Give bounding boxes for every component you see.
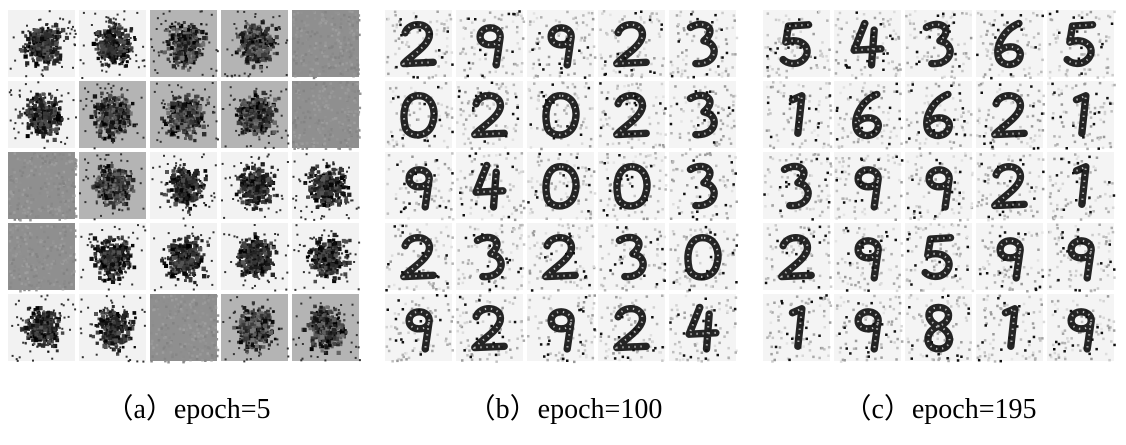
sample-tile-2-2-2 (905, 152, 974, 222)
sample-tile-0-3-4 (292, 223, 361, 291)
sample-tile-1-1-1 (456, 81, 523, 150)
sample-tile-2-4-1 (834, 294, 904, 363)
sample-tile-1-2-1 (456, 152, 526, 222)
sample-tile-1-4-1 (456, 294, 526, 363)
sample-tile-1-2-2 (527, 152, 597, 221)
sample-tile-0-3-3 (221, 223, 290, 292)
sample-tile-1-2-4 (669, 152, 738, 221)
caption-c: （c）epoch=195 (843, 394, 1037, 425)
sample-tile-0-0-4 (292, 10, 361, 80)
sample-tile-2-4-0 (763, 294, 833, 363)
sample-tile-0-1-3 (221, 81, 290, 149)
sample-tile-2-2-3 (976, 152, 1045, 222)
sample-tile-0-4-1 (79, 294, 146, 363)
sample-tile-0-0-0 (8, 10, 77, 78)
sample-tile-0-4-3 (221, 294, 290, 363)
sample-tile-1-3-2 (527, 223, 596, 292)
sample-tile-0-0-2 (150, 10, 219, 77)
sample-grid-b (385, 10, 739, 364)
sample-tile-0-2-4 (292, 152, 360, 221)
sample-tile-2-3-0 (763, 223, 833, 290)
sample-grid-c (763, 10, 1116, 363)
sample-tile-2-2-1 (834, 152, 904, 221)
sample-tile-2-3-4 (1047, 223, 1116, 293)
sample-tile-0-2-2 (150, 152, 217, 220)
sample-tile-0-1-2 (150, 81, 219, 148)
sample-tile-1-4-0 (385, 294, 455, 363)
sample-tile-2-4-4 (1047, 294, 1116, 362)
sample-tile-2-0-1 (834, 10, 902, 80)
panel-c-epoch-195 (763, 10, 1118, 365)
sample-tile-2-1-1 (834, 81, 903, 150)
sample-tile-0-4-2 (150, 294, 220, 364)
sample-tile-1-0-2 (527, 10, 597, 79)
sample-tile-2-0-4 (1047, 10, 1116, 80)
sample-tile-0-3-0 (8, 223, 77, 293)
sample-tile-1-4-4 (669, 294, 738, 363)
sample-tile-0-4-0 (8, 294, 77, 362)
sample-tile-0-0-1 (79, 10, 146, 79)
sample-tile-2-1-4 (1047, 81, 1116, 151)
sample-tile-0-1-0 (8, 81, 77, 149)
sample-tile-2-3-2 (905, 223, 975, 293)
sample-tile-1-0-0 (385, 10, 454, 80)
sample-tile-0-4-4 (292, 294, 361, 362)
sample-tile-0-2-0 (8, 152, 78, 222)
sample-tile-1-1-0 (385, 81, 454, 149)
sample-tile-2-3-3 (976, 223, 1045, 293)
sample-tile-0-2-3 (221, 152, 289, 219)
sample-tile-2-0-0 (763, 10, 831, 79)
sample-tile-2-1-0 (763, 81, 833, 150)
sample-tile-0-1-1 (79, 81, 146, 150)
sample-tile-1-2-3 (598, 152, 668, 221)
sample-tile-2-1-3 (976, 81, 1045, 150)
sample-tile-0-0-3 (221, 10, 289, 78)
sample-tile-0-1-4 (292, 81, 362, 151)
sample-tile-1-0-3 (598, 10, 665, 79)
sample-tile-1-1-2 (527, 81, 594, 151)
sample-tile-1-3-1 (456, 223, 526, 293)
caption-b: （b）epoch=100 (467, 394, 663, 425)
panel-a-epoch-5 (8, 10, 363, 365)
sample-tile-1-4-3 (598, 294, 666, 362)
sample-tile-2-0-2 (905, 10, 973, 80)
sample-tile-2-4-3 (976, 294, 1046, 363)
caption-a: （a）epoch=5 (105, 394, 271, 425)
sample-tile-0-2-1 (79, 152, 146, 221)
sample-grid-a (8, 10, 362, 364)
sample-tile-2-0-3 (976, 10, 1044, 80)
sample-tile-0-3-2 (150, 223, 217, 292)
sample-tile-2-4-2 (905, 294, 972, 363)
sample-tile-1-3-4 (669, 223, 739, 293)
sample-tile-2-2-0 (763, 152, 833, 221)
sample-tile-2-2-4 (1047, 152, 1116, 221)
sample-tile-1-0-1 (456, 10, 526, 79)
panel-b-epoch-100 (385, 10, 740, 365)
sample-tile-0-3-1 (79, 223, 147, 291)
sample-tile-2-1-2 (905, 81, 973, 150)
sample-tile-2-3-1 (834, 223, 904, 293)
sample-tile-1-0-4 (669, 10, 739, 79)
sample-tile-1-3-0 (385, 223, 454, 292)
sample-tile-1-1-3 (598, 81, 667, 149)
sample-tile-1-1-4 (669, 81, 737, 151)
sample-tile-1-4-2 (527, 294, 597, 364)
sample-tile-1-2-0 (385, 152, 455, 221)
sample-tile-1-3-3 (598, 223, 667, 292)
